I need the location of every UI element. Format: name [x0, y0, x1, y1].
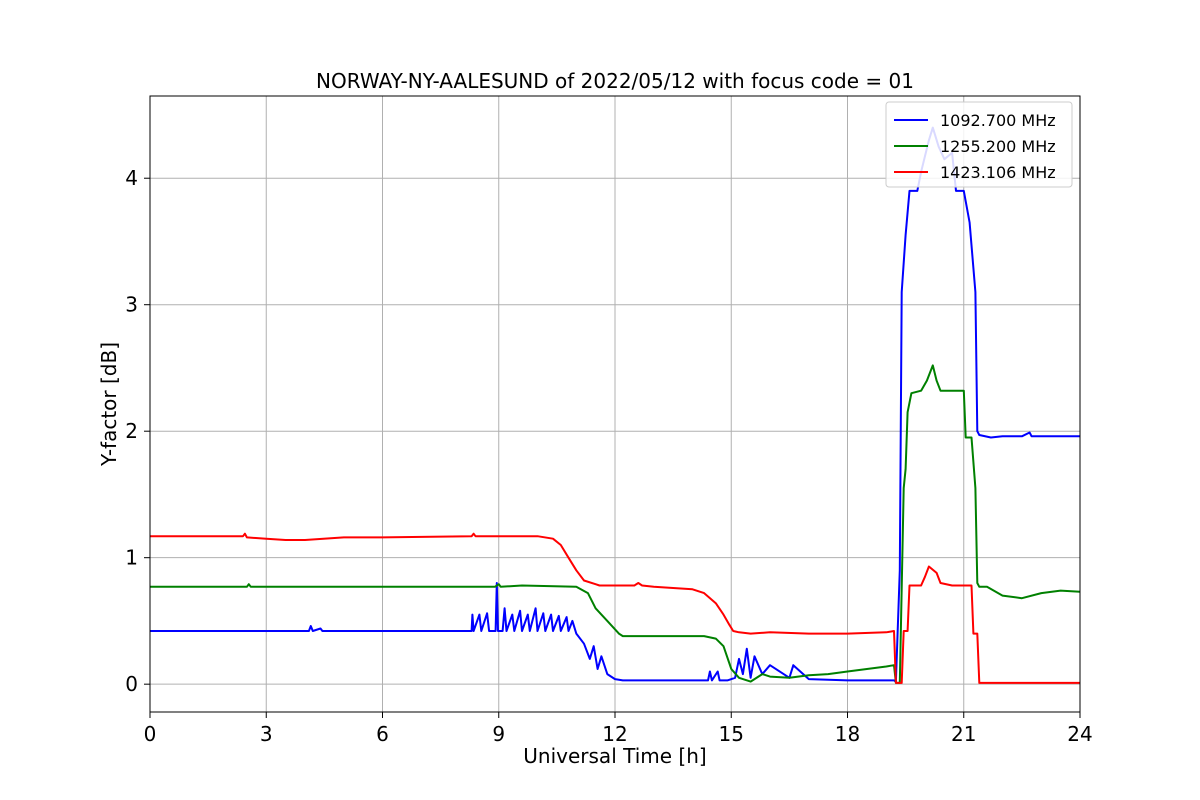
x-tick-label: 12 [602, 722, 627, 746]
y-tick-label: 3 [125, 293, 138, 317]
x-tick-label: 3 [260, 722, 273, 746]
x-tick-label: 24 [1067, 722, 1092, 746]
x-tick-label: 15 [719, 722, 744, 746]
legend-box [885, 101, 1073, 188]
x-tick-label: 0 [144, 722, 157, 746]
legend-label: 1255.200 MHz [940, 137, 1056, 156]
x-tick-label: 9 [492, 722, 505, 746]
y-tick-label: 2 [125, 419, 138, 443]
legend-label: 1423.106 MHz [940, 163, 1056, 182]
x-axis-label: Universal Time [h] [523, 744, 706, 768]
series-line [150, 532, 1080, 684]
y-axis-label: Y-factor [dB] [97, 342, 121, 467]
x-tick-label: 6 [376, 722, 389, 746]
legend: 1092.700 MHz 1255.200 MHz 1423.106 MHz [885, 101, 1073, 188]
chart-title: NORWAY-NY-AALESUND of 2022/05/12 with fo… [316, 69, 914, 93]
y-tick-label: 0 [125, 672, 138, 696]
legend-label: 1092.700 MHz [940, 111, 1056, 130]
series-line [150, 364, 1081, 684]
x-tick-label: 21 [951, 722, 976, 746]
x-tick-label: 18 [835, 722, 860, 746]
y-tick-label: 1 [125, 546, 138, 570]
y-tick-label: 4 [125, 166, 138, 190]
